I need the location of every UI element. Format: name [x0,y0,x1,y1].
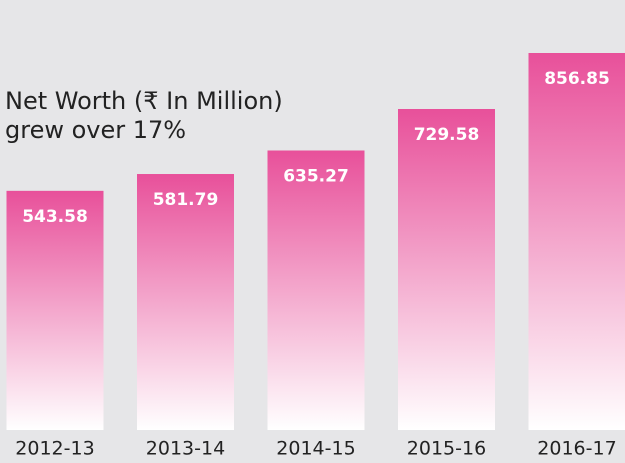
bar [6,190,104,430]
value-label: 635.27 [283,166,349,186]
value-label: 729.58 [414,125,480,145]
bars [6,53,625,431]
chart-subtitle: grew over 17% [5,116,186,144]
x-tick-label: 2012-13 [15,438,94,460]
bar [267,150,365,430]
x-tick-label: 2015-16 [407,438,486,460]
value-label: 543.58 [22,207,88,227]
x-tick-label: 2016-17 [537,438,616,460]
bar [398,108,495,431]
value-label: 581.79 [153,190,219,210]
x-tick-label: 2014-15 [276,438,355,460]
chart-title: Net Worth (₹ In Million) [5,87,283,115]
value-label: 856.85 [544,69,610,89]
x-tick-label: 2013-14 [146,438,225,460]
bar [137,174,234,430]
bar [528,53,625,430]
